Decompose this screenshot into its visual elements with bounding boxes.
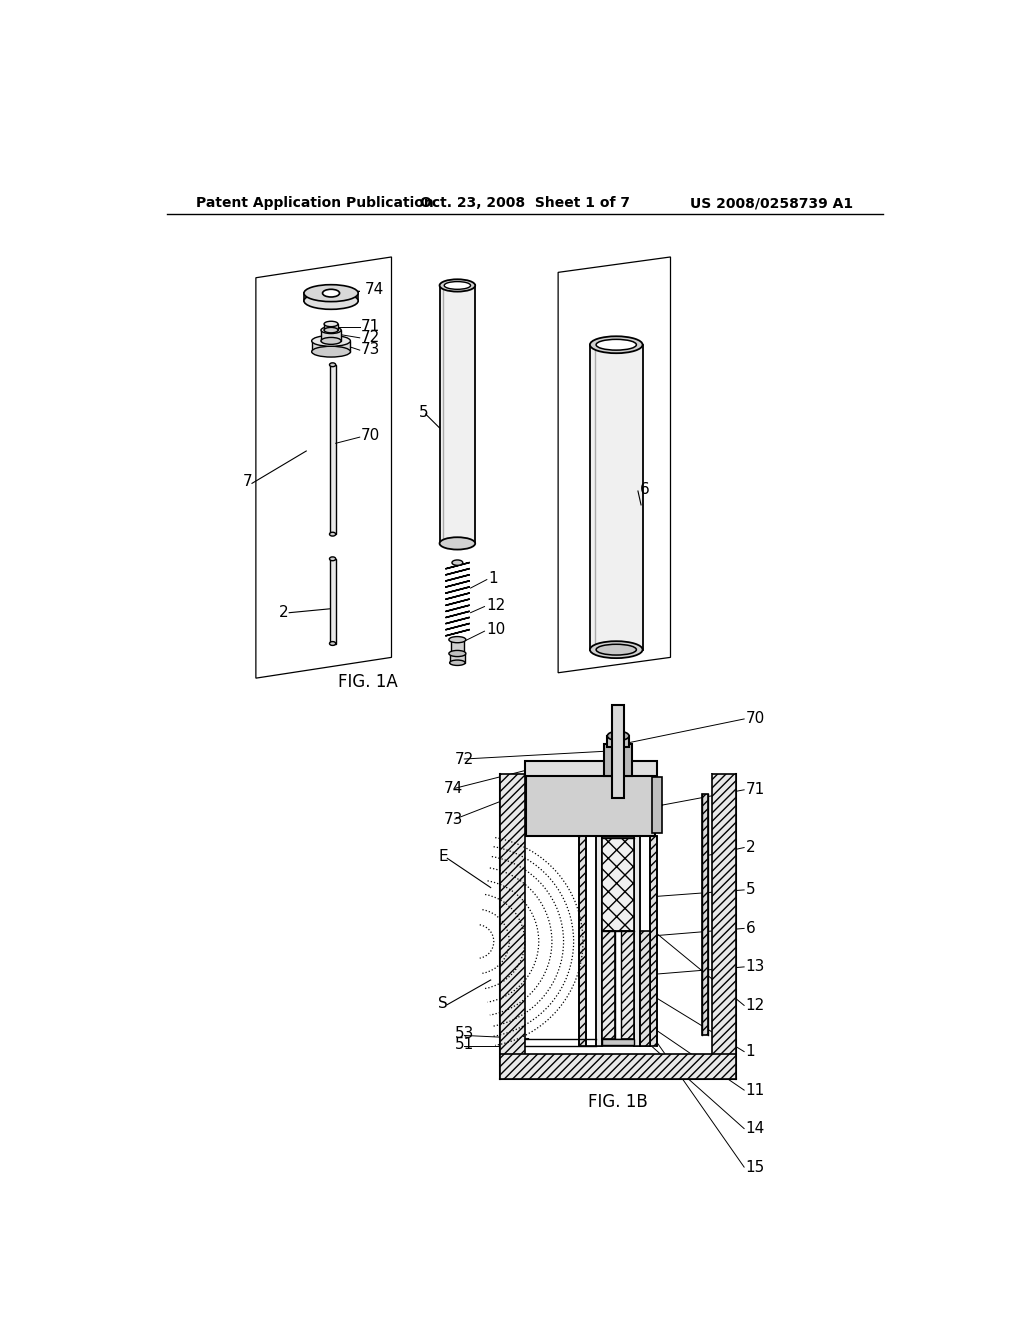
- Text: 7: 7: [243, 474, 252, 490]
- Text: 13: 13: [745, 960, 765, 974]
- Bar: [650, 836, 657, 1047]
- Text: 11: 11: [745, 1082, 765, 1098]
- Ellipse shape: [449, 651, 466, 656]
- Ellipse shape: [311, 346, 350, 358]
- Bar: [602, 836, 635, 1047]
- Text: FIG. 1A: FIG. 1A: [338, 673, 398, 690]
- Ellipse shape: [444, 281, 471, 289]
- Text: 2: 2: [280, 605, 289, 620]
- Text: US 2008/0258739 A1: US 2008/0258739 A1: [690, 197, 853, 210]
- Ellipse shape: [311, 335, 350, 346]
- Bar: [604, 743, 632, 776]
- Text: 2: 2: [745, 840, 756, 855]
- Text: Oct. 23, 2008  Sheet 1 of 7: Oct. 23, 2008 Sheet 1 of 7: [420, 197, 630, 210]
- Text: Patent Application Publication: Patent Application Publication: [197, 197, 434, 210]
- Ellipse shape: [323, 289, 340, 297]
- Ellipse shape: [449, 636, 466, 643]
- Ellipse shape: [590, 337, 643, 354]
- Bar: [597, 836, 602, 1047]
- Ellipse shape: [330, 642, 336, 645]
- Text: 72: 72: [455, 751, 474, 767]
- Bar: [602, 837, 635, 931]
- Text: 74: 74: [444, 780, 464, 796]
- Bar: [526, 775, 655, 836]
- Text: 71: 71: [745, 783, 765, 797]
- Ellipse shape: [607, 731, 629, 741]
- Text: S: S: [438, 995, 447, 1011]
- Ellipse shape: [439, 537, 475, 549]
- Ellipse shape: [324, 327, 338, 333]
- Text: 74: 74: [365, 281, 384, 297]
- Text: 6: 6: [745, 921, 756, 936]
- Bar: [500, 775, 524, 1078]
- Ellipse shape: [321, 338, 341, 345]
- Text: 1: 1: [488, 570, 498, 586]
- Bar: [590, 345, 643, 649]
- Text: 51: 51: [455, 1038, 474, 1052]
- Text: 5: 5: [745, 882, 756, 898]
- Text: 12: 12: [486, 598, 505, 612]
- Text: 71: 71: [360, 318, 380, 334]
- Ellipse shape: [439, 280, 475, 292]
- Bar: [524, 775, 712, 1053]
- Ellipse shape: [321, 326, 341, 334]
- Text: 1: 1: [745, 1044, 756, 1059]
- Text: 72: 72: [360, 330, 380, 345]
- Text: 5: 5: [419, 405, 428, 420]
- Text: 10: 10: [486, 622, 505, 638]
- Ellipse shape: [596, 339, 636, 350]
- Text: 73: 73: [444, 812, 464, 826]
- Bar: [500, 1053, 736, 1078]
- Text: 14: 14: [745, 1121, 765, 1137]
- Ellipse shape: [450, 660, 465, 665]
- Bar: [635, 836, 640, 1047]
- Bar: [602, 1039, 635, 1044]
- Text: 15: 15: [745, 1159, 765, 1175]
- Bar: [439, 285, 475, 544]
- Text: 70: 70: [745, 711, 765, 726]
- Bar: [612, 705, 625, 797]
- Bar: [450, 653, 465, 663]
- Bar: [330, 558, 336, 644]
- Text: 12: 12: [745, 998, 765, 1012]
- Bar: [607, 737, 629, 747]
- Bar: [652, 777, 662, 833]
- Bar: [330, 364, 336, 535]
- Text: E: E: [438, 849, 447, 865]
- Bar: [622, 931, 635, 1039]
- Text: 70: 70: [360, 428, 380, 444]
- Bar: [640, 931, 650, 1047]
- Text: 53: 53: [455, 1027, 474, 1041]
- Bar: [311, 341, 350, 351]
- Ellipse shape: [330, 532, 336, 536]
- Ellipse shape: [304, 285, 358, 302]
- Bar: [321, 330, 341, 341]
- Bar: [702, 793, 709, 1035]
- Bar: [602, 931, 615, 1039]
- Bar: [580, 836, 587, 1047]
- Ellipse shape: [596, 644, 636, 655]
- Ellipse shape: [330, 557, 336, 561]
- Bar: [324, 323, 338, 330]
- Bar: [712, 775, 736, 1078]
- Text: 6: 6: [640, 482, 649, 498]
- Bar: [524, 760, 657, 776]
- Bar: [587, 836, 650, 1047]
- Ellipse shape: [324, 321, 338, 326]
- Text: 73: 73: [360, 342, 380, 356]
- Text: FIG. 1B: FIG. 1B: [589, 1093, 648, 1110]
- Bar: [304, 293, 358, 301]
- Ellipse shape: [330, 363, 336, 367]
- Ellipse shape: [590, 642, 643, 659]
- Ellipse shape: [304, 293, 358, 309]
- Bar: [452, 640, 464, 653]
- Ellipse shape: [452, 560, 463, 565]
- Bar: [615, 931, 622, 1039]
